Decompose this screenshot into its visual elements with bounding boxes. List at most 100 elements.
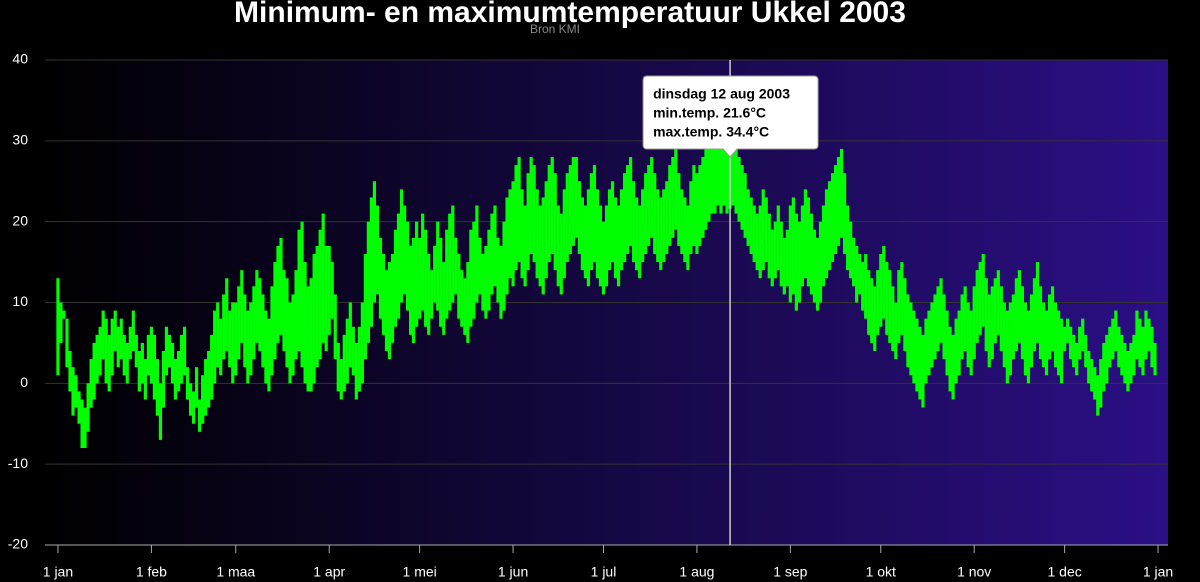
range-bar [146, 334, 150, 376]
range-bar [439, 237, 443, 327]
range-bar [698, 165, 702, 246]
range-bar [198, 399, 202, 432]
range-bar [864, 254, 868, 319]
range-bar [481, 254, 485, 311]
range-bar [493, 205, 497, 287]
range-bar [912, 310, 916, 384]
range-bar [110, 318, 114, 376]
range-bar [734, 140, 738, 214]
range-bar [1114, 310, 1118, 351]
range-bar [852, 237, 856, 287]
range-bar [571, 157, 575, 246]
range-bar [68, 351, 72, 392]
range-bar [1017, 270, 1022, 343]
range-bar [803, 189, 808, 279]
range-bar [942, 294, 946, 360]
range-bar [393, 229, 398, 327]
range-bar [990, 286, 994, 360]
range-bar [339, 359, 343, 400]
range-bar [378, 237, 383, 319]
range-bar [71, 367, 75, 416]
range-bar [288, 302, 292, 384]
range-bar [330, 262, 334, 319]
range-bar [255, 270, 259, 343]
range-bar [752, 205, 756, 263]
range-bar [668, 165, 672, 246]
range-bar [538, 205, 542, 287]
range-bar [619, 189, 624, 271]
range-bar [469, 229, 473, 327]
range-bar [677, 173, 681, 246]
y-tick-label: 40 [12, 51, 28, 67]
range-bar [1102, 342, 1106, 392]
x-tick-label: 1 okt [866, 564, 896, 580]
range-bar [125, 342, 129, 384]
range-bar [107, 334, 111, 392]
range-bar [897, 270, 901, 343]
range-bar [580, 197, 584, 271]
range-bar [267, 318, 271, 392]
range-bar [207, 351, 211, 408]
range-bar [222, 294, 226, 360]
range-bar [152, 334, 157, 400]
range-bar [258, 278, 262, 351]
range-bar [867, 270, 871, 335]
range-bar [957, 310, 961, 376]
range-bar [915, 318, 919, 392]
x-tick-label: 1 dec [1047, 564, 1081, 580]
range-bar [243, 294, 247, 368]
range-bar [490, 213, 494, 295]
range-bar [794, 213, 798, 311]
range-bar [975, 270, 979, 343]
range-bar [261, 294, 265, 368]
range-bar [264, 310, 268, 384]
range-bar [719, 140, 723, 214]
range-bar [131, 310, 135, 351]
range-bar [1023, 302, 1028, 376]
range-bar [1111, 318, 1115, 360]
range-bar [98, 326, 102, 376]
range-bar [797, 221, 801, 303]
range-bar [56, 278, 60, 376]
range-bar [632, 181, 636, 263]
range-bar [237, 286, 241, 360]
range-bar [827, 181, 832, 271]
range-bar [430, 270, 434, 319]
range-bar [457, 254, 461, 319]
range-bar [472, 221, 476, 319]
range-bar [839, 148, 844, 238]
range-bar [276, 245, 280, 343]
range-bar [499, 245, 503, 319]
range-bar [234, 302, 238, 376]
range-bar [387, 262, 392, 360]
range-bar [273, 262, 277, 360]
range-bar [812, 229, 817, 303]
range-bar [327, 245, 331, 335]
range-bar [128, 326, 132, 360]
range-bar [713, 148, 717, 214]
range-bar [671, 157, 675, 238]
range-bar [900, 262, 904, 335]
range-bar [861, 262, 865, 311]
range-bar [535, 189, 539, 279]
range-bar [891, 286, 895, 351]
range-bar [216, 302, 220, 368]
range-bar [830, 173, 835, 263]
range-bar [589, 173, 594, 271]
range-bar [547, 165, 551, 263]
range-bar [460, 270, 464, 327]
range-bar [1120, 334, 1124, 376]
range-bar [396, 213, 401, 319]
range-bar [607, 189, 612, 271]
range-bar [357, 326, 361, 392]
range-bar [559, 213, 563, 295]
range-bar [1123, 342, 1127, 384]
range-bar [647, 165, 651, 246]
range-bar [824, 189, 829, 279]
y-tick-label: 10 [12, 293, 28, 309]
range-bar [680, 189, 684, 254]
range-bar [399, 189, 404, 303]
range-bar [755, 213, 759, 271]
range-bar [89, 359, 93, 408]
